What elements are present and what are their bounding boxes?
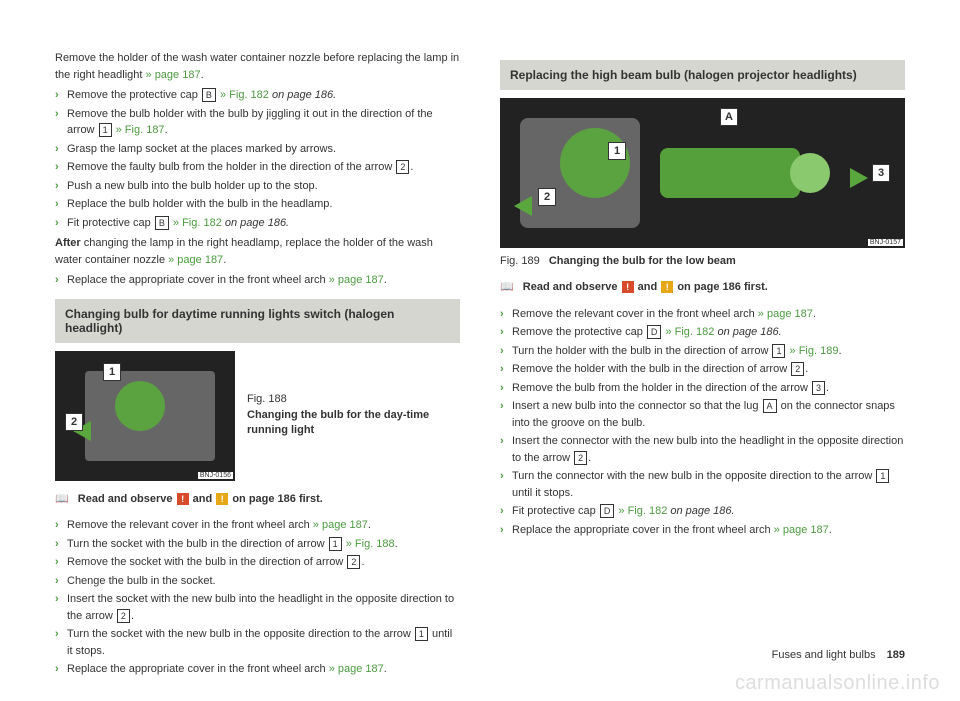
list-item: Remove the socket with the bulb in the d… (55, 554, 460, 571)
read-observe-note: 📖 Read and observe ! and ! on page 186 f… (55, 491, 460, 508)
fig-link[interactable]: » Fig. 188 (343, 538, 395, 550)
list-item: Insert a new bulb into the connector so … (500, 398, 905, 431)
list-item: Turn the socket with the bulb in the dir… (55, 536, 460, 553)
watermark: carmanualsonline.info (735, 672, 940, 695)
intro-text: Remove the holder of the wash water cont… (55, 50, 460, 83)
fig-link[interactable]: » Fig. 182 (220, 89, 269, 101)
page-link[interactable]: » page 187 (329, 274, 384, 286)
list-item: Remove the relevant cover in the front w… (55, 517, 460, 534)
book-icon: 📖 (55, 491, 69, 508)
list-item: Turn the holder with the bulb in the dir… (500, 343, 905, 360)
figure-189-image: A 1 2 3 BNJ-0157 (500, 98, 905, 248)
footer-page-number: 189 (887, 649, 905, 661)
list-item: Insert the socket with the new bulb into… (55, 591, 460, 624)
figure-188-caption: Fig. 188 Changing the bulb for the day-t… (247, 392, 460, 438)
warning-icon: ! (177, 493, 189, 505)
list-item: Remove the protective cap D » Fig. 182 o… (500, 324, 905, 341)
intro-text-1: Remove the holder of the wash water cont… (55, 52, 459, 81)
page-link[interactable]: » page 187 (774, 524, 829, 536)
page-link[interactable]: » page 187 (168, 254, 223, 266)
warning-icon: ! (622, 281, 634, 293)
page-link[interactable]: » page 187 (758, 308, 813, 320)
fig-link[interactable]: » Fig. 182 (173, 217, 222, 229)
right-column: Replacing the high beam bulb (halogen pr… (500, 50, 905, 682)
list-item: Remove the relevant cover in the front w… (500, 306, 905, 323)
list-item: Remove the holder with the bulb in the d… (500, 361, 905, 378)
list-item: Remove the bulb from the holder in the d… (500, 380, 905, 397)
figure-189-caption: Fig. 189 Changing the bulb for the low b… (500, 254, 905, 269)
read-observe-note: 📖 Read and observe ! and ! on page 186 f… (500, 279, 905, 296)
list-item: Fit protective cap B » Fig. 182 on page … (55, 215, 460, 232)
procedure-list-3: Remove the relevant cover in the front w… (55, 517, 460, 678)
page-link[interactable]: » page 187 (146, 69, 201, 81)
list-item: Fit protective cap D » Fig. 182 on page … (500, 503, 905, 520)
caution-icon: ! (216, 493, 228, 505)
left-column: Remove the holder of the wash water cont… (55, 50, 460, 682)
figure-188: 1 2 BNJ-0156 Fig. 188 Changing the bulb … (55, 351, 460, 481)
page-footer: Fuses and light bulbs 189 (772, 649, 905, 661)
list-item: Remove the protective cap B » Fig. 182 o… (55, 87, 460, 104)
page-link[interactable]: » page 187 (329, 663, 384, 675)
image-code: BNJ-0156 (198, 472, 233, 479)
list-item: Replace the bulb holder with the bulb in… (55, 196, 460, 213)
image-code: BNJ-0157 (868, 239, 903, 246)
list-item: Replace the appropriate cover in the fro… (500, 522, 905, 539)
list-item: Replace the appropriate cover in the fro… (55, 661, 460, 678)
figure-188-image: 1 2 BNJ-0156 (55, 351, 235, 481)
list-item: Grasp the lamp socket at the places mark… (55, 141, 460, 158)
book-icon: 📖 (500, 279, 514, 296)
footer-section: Fuses and light bulbs (772, 649, 876, 661)
fig-link[interactable]: » Fig. 189 (786, 345, 838, 357)
after-text: After changing the lamp in the right hea… (55, 235, 460, 268)
page-link[interactable]: » page 187 (313, 519, 368, 531)
list-item: Remove the faulty bulb from the holder i… (55, 159, 460, 176)
callout-A: A (720, 108, 738, 126)
procedure-list-2: Replace the appropriate cover in the fro… (55, 272, 460, 289)
section-header-drl: Changing bulb for daytime running lights… (55, 299, 460, 343)
list-item: Turn the socket with the new bulb in the… (55, 626, 460, 659)
fig-link[interactable]: » Fig. 187 (113, 124, 165, 136)
callout-2: 2 (65, 413, 83, 431)
procedure-list-right: Remove the relevant cover in the front w… (500, 306, 905, 539)
list-item: Insert the connector with the new bulb i… (500, 433, 905, 466)
list-item: Turn the connector with the new bulb in … (500, 468, 905, 501)
list-item: Push a new bulb into the bulb holder up … (55, 178, 460, 195)
list-item: Replace the appropriate cover in the fro… (55, 272, 460, 289)
procedure-list-1: Remove the protective cap B » Fig. 182 o… (55, 87, 460, 231)
list-item: Remove the bulb holder with the bulb by … (55, 106, 460, 139)
callout-3: 3 (872, 164, 890, 182)
section-header-highbeam: Replacing the high beam bulb (halogen pr… (500, 60, 905, 90)
fig-link[interactable]: » Fig. 182 (618, 505, 667, 517)
caution-icon: ! (661, 281, 673, 293)
list-item: Chenge the bulb in the socket. (55, 573, 460, 590)
callout-1: 1 (608, 142, 626, 160)
callout-2: 2 (538, 188, 556, 206)
callout-1: 1 (103, 363, 121, 381)
fig-link[interactable]: » Fig. 182 (662, 326, 714, 338)
